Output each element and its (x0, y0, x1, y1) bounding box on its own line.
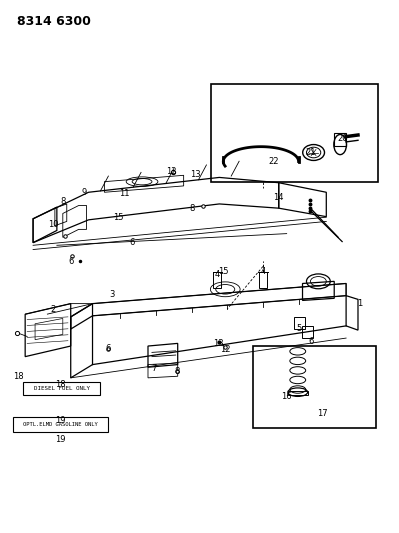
Text: 14: 14 (273, 193, 283, 202)
Text: 18: 18 (55, 379, 65, 389)
Text: 9: 9 (82, 188, 87, 197)
Text: 8: 8 (174, 367, 180, 376)
Text: 6: 6 (105, 344, 110, 353)
Text: 10: 10 (47, 220, 58, 229)
Text: 6: 6 (129, 238, 135, 247)
Text: 17: 17 (317, 409, 328, 418)
Text: 1: 1 (358, 299, 363, 308)
Text: 11: 11 (119, 189, 129, 198)
Text: 20: 20 (338, 134, 348, 143)
Text: 19: 19 (55, 435, 66, 445)
Bar (13, 417, 109, 432)
Text: 19: 19 (55, 416, 65, 425)
Text: 16: 16 (281, 392, 292, 401)
Text: OPTL.ELMD GASOLINE ONLY: OPTL.ELMD GASOLINE ONLY (24, 422, 98, 427)
Text: 8314 6300: 8314 6300 (17, 14, 91, 28)
Text: 5: 5 (297, 324, 302, 333)
Text: 15: 15 (113, 213, 124, 222)
Text: 2: 2 (50, 305, 55, 314)
Text: 12: 12 (166, 166, 177, 175)
Text: 3: 3 (110, 289, 115, 298)
Text: 7: 7 (151, 364, 157, 373)
Text: 18: 18 (13, 372, 24, 381)
Text: 12: 12 (220, 345, 231, 354)
Text: DIESEL FUEL ONLY: DIESEL FUEL ONLY (34, 386, 90, 391)
Text: 21: 21 (305, 148, 316, 157)
Text: 8: 8 (60, 197, 65, 206)
Text: 22: 22 (269, 157, 279, 166)
Bar (253, 346, 376, 428)
Bar (211, 84, 378, 182)
Text: 13: 13 (213, 339, 224, 348)
Text: 8: 8 (189, 204, 194, 213)
Text: 6: 6 (308, 337, 314, 346)
Text: 13: 13 (190, 170, 201, 179)
Bar (23, 382, 101, 395)
Text: 4: 4 (215, 270, 220, 279)
Text: 15: 15 (218, 268, 229, 276)
Text: 6: 6 (68, 257, 73, 265)
Text: 4: 4 (260, 268, 265, 276)
